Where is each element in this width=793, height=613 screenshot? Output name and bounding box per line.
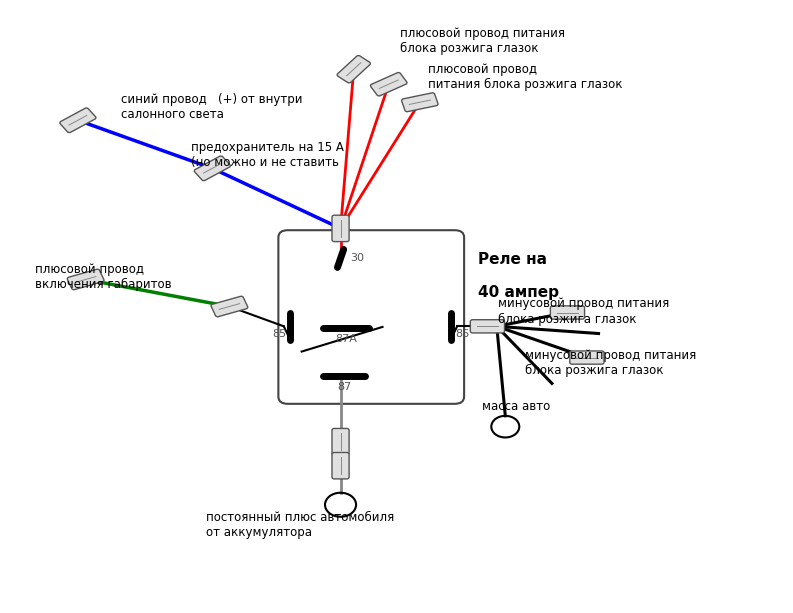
- FancyBboxPatch shape: [370, 72, 407, 96]
- Text: плюсовой провод
включения габаритов: плюсовой провод включения габаритов: [35, 263, 172, 291]
- Text: 86: 86: [454, 329, 469, 339]
- Text: 87: 87: [337, 381, 351, 392]
- Text: постоянный плюс автомобиля
от аккумулятора: постоянный плюс автомобиля от аккумулято…: [206, 511, 394, 539]
- Text: Реле на: Реле на: [478, 253, 547, 267]
- FancyBboxPatch shape: [211, 296, 248, 317]
- FancyBboxPatch shape: [332, 215, 349, 242]
- FancyBboxPatch shape: [401, 93, 438, 112]
- FancyBboxPatch shape: [570, 351, 604, 364]
- FancyBboxPatch shape: [550, 306, 584, 319]
- Text: масса авто: масса авто: [482, 400, 550, 413]
- Text: 85: 85: [272, 329, 286, 339]
- Text: плюсовой провод
питания блока розжига глазок: плюсовой провод питания блока розжига гл…: [427, 63, 622, 91]
- FancyBboxPatch shape: [59, 108, 96, 132]
- FancyBboxPatch shape: [332, 452, 349, 479]
- Text: минусовой провод питания
блока розжига глазок: минусовой провод питания блока розжига г…: [497, 297, 668, 326]
- FancyBboxPatch shape: [278, 230, 464, 404]
- Text: 40 ампер: 40 ампер: [478, 286, 559, 300]
- FancyBboxPatch shape: [337, 55, 370, 83]
- Text: синий провод   (+) от внутри
салонного света: синий провод (+) от внутри салонного све…: [121, 93, 302, 121]
- Text: 87A: 87A: [335, 333, 357, 343]
- Text: минусовой провод питания
блока розжига глазок: минусовой провод питания блока розжига г…: [525, 349, 696, 376]
- FancyBboxPatch shape: [194, 156, 231, 181]
- Text: плюсовой провод питания
блока розжига глазок: плюсовой провод питания блока розжига гл…: [400, 27, 565, 55]
- FancyBboxPatch shape: [332, 428, 349, 455]
- FancyBboxPatch shape: [470, 320, 504, 333]
- Text: предохранитель на 15 А
(но можно и не ставить: предохранитель на 15 А (но можно и не ст…: [190, 141, 343, 169]
- FancyBboxPatch shape: [67, 269, 104, 290]
- Text: 30: 30: [350, 253, 364, 264]
